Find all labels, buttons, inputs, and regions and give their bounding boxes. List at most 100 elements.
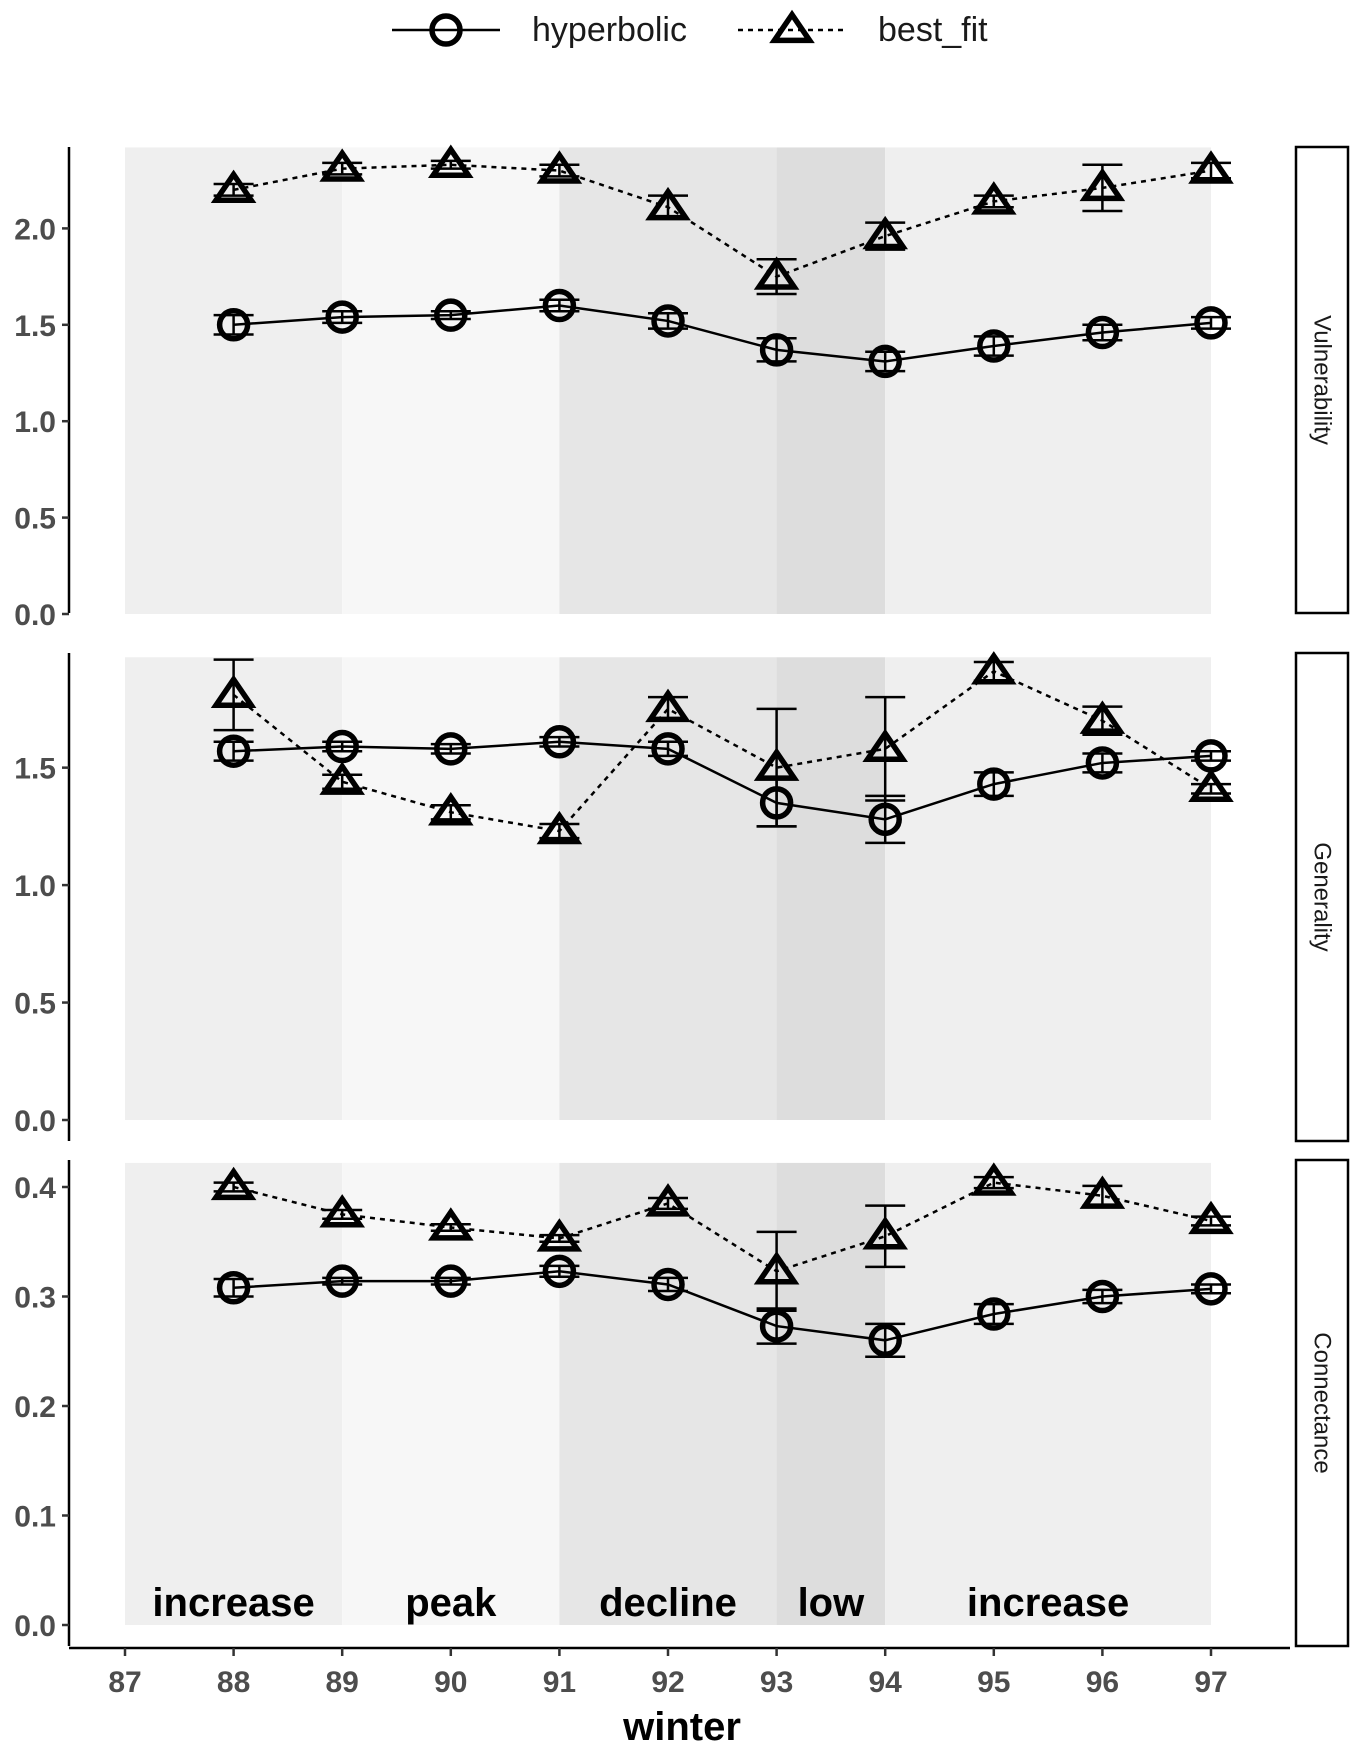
x-tick-label: 94 xyxy=(869,1666,903,1699)
series-best_fit xyxy=(210,144,1234,296)
phase-band-4 xyxy=(885,1162,1211,1625)
y-tick-label: 0.0 xyxy=(14,599,56,632)
phase-band-0 xyxy=(125,147,343,614)
point-best_fit xyxy=(427,144,474,178)
y-tick-label: 1.5 xyxy=(14,310,56,343)
point-best_fit xyxy=(753,256,800,290)
x-tick-label: 97 xyxy=(1194,1666,1227,1699)
point-best_fit xyxy=(210,1166,257,1201)
point-hyperbolic xyxy=(1194,1272,1228,1306)
point-best_fit xyxy=(319,761,366,795)
point-hyperbolic xyxy=(759,1309,794,1343)
x-tick-label: 88 xyxy=(217,1666,250,1699)
point-best_fit xyxy=(645,186,691,221)
x-tick-label: 91 xyxy=(543,1666,576,1699)
phase-label: low xyxy=(798,1581,866,1625)
series-line-hyperbolic xyxy=(233,740,1212,821)
point-best_fit xyxy=(210,169,257,204)
series-line-best_fit xyxy=(233,1181,1212,1273)
point-best_fit xyxy=(862,728,909,763)
strip-generality xyxy=(1294,651,1350,1143)
legend-label: best_fit xyxy=(878,11,988,49)
phase-band-4 xyxy=(885,657,1211,1120)
x-tick-label: 87 xyxy=(108,1666,141,1699)
phase-band-2 xyxy=(559,1162,777,1625)
series-best_fit xyxy=(210,651,1234,845)
point-best_fit xyxy=(970,1162,1017,1196)
point-hyperbolic xyxy=(434,298,468,332)
series-line-hyperbolic xyxy=(233,304,1212,363)
point-hyperbolic xyxy=(325,300,359,334)
strip-label: Vulnerability xyxy=(1309,315,1336,445)
y-tick-label: 0.5 xyxy=(14,988,56,1021)
point-best_fit xyxy=(536,1218,583,1252)
y-tick-label: 0.4 xyxy=(14,1172,56,1205)
point-hyperbolic xyxy=(542,725,577,759)
x-axis-title: winter xyxy=(622,1705,741,1745)
panel-generality: 0.0 0.5 1.0 1.5 Generality xyxy=(14,651,1350,1143)
point-hyperbolic xyxy=(542,288,577,323)
x-tick-label: 95 xyxy=(977,1666,1010,1699)
point-hyperbolic xyxy=(216,1270,251,1305)
panel-vulnerability: 0.0 0.5 1.0 1.5 2.0 Vulnerability xyxy=(14,144,1350,632)
point-hyperbolic xyxy=(325,1264,359,1298)
series-line-best_fit xyxy=(233,163,1212,278)
point-best_fit xyxy=(970,651,1017,685)
y-tick-label: 1.5 xyxy=(14,753,56,786)
point-hyperbolic xyxy=(651,732,685,766)
point-hyperbolic xyxy=(759,333,794,367)
x-tick-label: 89 xyxy=(326,1666,359,1699)
point-hyperbolic xyxy=(1085,746,1120,780)
y-tick-label: 0.3 xyxy=(14,1282,56,1315)
strip-label: Connectance xyxy=(1309,1332,1336,1473)
x-tick-label: 90 xyxy=(434,1666,467,1699)
point-best_fit xyxy=(862,1216,909,1250)
y-tick-label: 0.0 xyxy=(14,1105,56,1138)
point-best_fit xyxy=(645,1183,691,1217)
y-tick-label: 2.0 xyxy=(14,213,56,246)
point-best_fit xyxy=(1188,150,1234,184)
phase-label: decline xyxy=(599,1581,737,1625)
point-hyperbolic xyxy=(1085,315,1120,350)
point-hyperbolic xyxy=(434,732,468,766)
point-best_fit xyxy=(536,150,583,184)
point-hyperbolic xyxy=(651,304,685,338)
strip-vulnerability xyxy=(1294,145,1350,615)
point-hyperbolic xyxy=(868,1323,902,1358)
point-best_fit xyxy=(645,688,691,723)
legend-label: hyperbolic xyxy=(532,11,687,49)
strip-connectance xyxy=(1294,1158,1350,1648)
phase-band-1 xyxy=(342,657,560,1120)
phase-band-0 xyxy=(125,657,343,1120)
y-tick-label: 0.5 xyxy=(14,503,56,536)
point-best_fit xyxy=(753,1251,800,1285)
series-line-best_fit xyxy=(232,669,1212,833)
x-tick-label: 92 xyxy=(651,1666,684,1699)
x-tick-label: 96 xyxy=(1086,1666,1119,1699)
phase-label: increase xyxy=(152,1581,314,1625)
point-hyperbolic xyxy=(651,1267,685,1302)
point-best_fit xyxy=(1188,768,1234,802)
phase-label: increase xyxy=(967,1581,1129,1625)
phase-band-3 xyxy=(776,1162,886,1625)
point-hyperbolic xyxy=(1085,1279,1120,1314)
phase-band-3 xyxy=(776,657,886,1120)
point-best_fit xyxy=(319,148,366,182)
legend-key-triangle xyxy=(769,9,815,44)
point-hyperbolic xyxy=(977,1297,1011,1331)
phase-band-2 xyxy=(559,147,777,614)
point-best_fit xyxy=(210,674,257,708)
series-hyperbolic xyxy=(213,288,1231,379)
point-best_fit xyxy=(1079,1175,1126,1209)
point-best_fit xyxy=(1079,700,1126,734)
x-axis: 87 88 89 90 91 92 93 94 95 96 97 xyxy=(69,1646,1290,1699)
point-best_fit xyxy=(427,792,474,826)
phase-band-4 xyxy=(885,147,1211,614)
series-best_fit xyxy=(210,1162,1234,1312)
panel-connectance: 0.0 0.1 0.2 0.3 0.4 Connectance increase peak de… xyxy=(14,1158,1350,1648)
phase-band-2 xyxy=(559,657,777,1120)
point-hyperbolic xyxy=(1194,306,1228,340)
point-hyperbolic xyxy=(325,729,359,764)
point-best_fit xyxy=(753,747,800,781)
